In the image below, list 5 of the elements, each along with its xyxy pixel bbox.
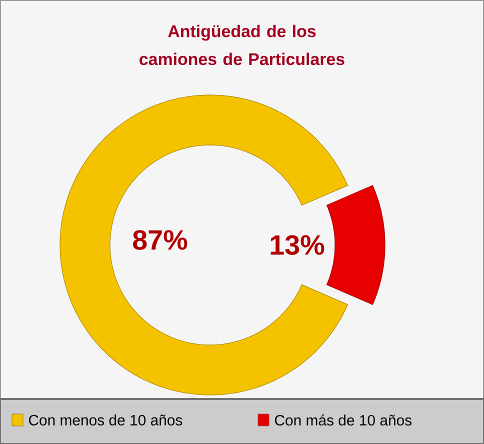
legend-label: Con más de 10 años (274, 414, 412, 426)
data-label: 87% (132, 230, 188, 250)
data-label: 13% (270, 235, 324, 255)
legend-label: Con menos de 10 años (28, 414, 182, 426)
chart-title: Antigüedad de los camiones de Particulares (140, 24, 344, 66)
